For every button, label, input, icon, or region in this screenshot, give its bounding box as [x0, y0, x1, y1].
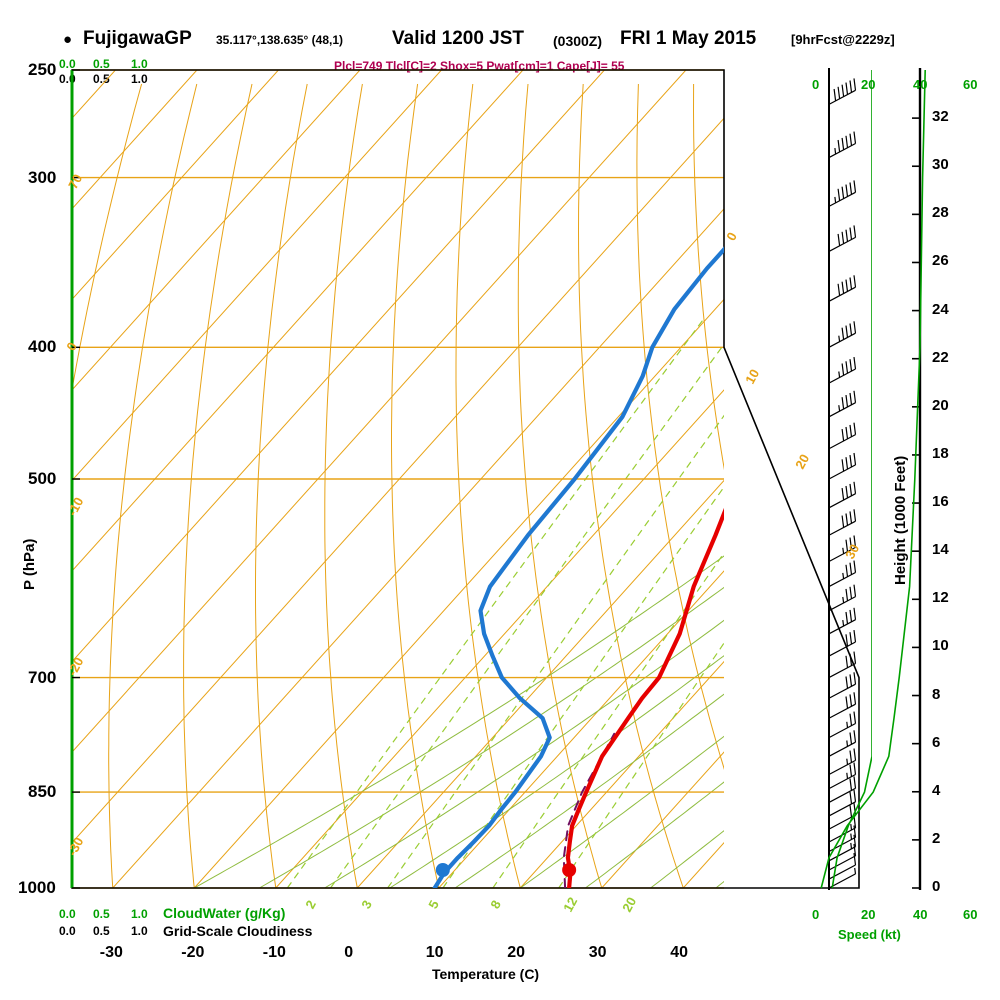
speed-bottom-tick-0: 0	[812, 907, 820, 922]
temperature-tick-20: 20	[507, 944, 526, 961]
cloudwater-top-tick-0: 0.0	[59, 57, 76, 71]
height-tick-18: 18	[932, 444, 949, 462]
speed-axis-label: Speed (kt)	[838, 927, 901, 942]
temperature-tick-10: 10	[425, 944, 444, 961]
pressure-tick-700: 700	[28, 667, 57, 687]
height-tick-12: 12	[932, 589, 949, 607]
temperature-tick-30: 30	[588, 944, 607, 961]
height-tick-20: 20	[932, 396, 949, 414]
speed-bottom-tick-2: 40	[913, 907, 928, 922]
height-tick-6: 6	[932, 733, 941, 751]
speed-top-tick-2: 40	[913, 77, 928, 92]
pressure-tick-850: 850	[28, 782, 57, 802]
height-tick-26: 26	[932, 252, 949, 270]
cloudwater-top-tick-2: 1.0	[131, 57, 148, 71]
temperature-tick--20: -20	[181, 944, 205, 961]
cloudwater-bottom-tick-0: 0.0	[59, 907, 76, 921]
speed-top-tick-1: 20	[861, 77, 876, 92]
cloudwater-bottom-tick-2: 1.0	[131, 907, 148, 921]
cloudiness-top-tick-1: 0.5	[93, 72, 110, 86]
cloudiness-bottom-tick-1: 0.5	[93, 924, 110, 938]
cloudwater-axis-label: CloudWater (g/Kg)	[163, 905, 286, 921]
cloudiness-axis-label: Grid-Scale Cloudiness	[163, 923, 313, 939]
generated-graphics	[70, 68, 926, 890]
speed-bottom-tick-3: 60	[963, 907, 978, 922]
valid-time-utc: (0300Z)	[553, 33, 603, 49]
station-coordinates: 35.117°,138.635° (48,1)	[216, 33, 344, 47]
height-tick-8: 8	[932, 685, 941, 703]
height-tick-4: 4	[932, 781, 941, 799]
temperature-tick-40: 40	[670, 944, 689, 961]
height-tick-24: 24	[932, 300, 949, 318]
cloudiness-bottom-tick-0: 0.0	[59, 924, 76, 938]
surface-dewpoint	[435, 863, 450, 877]
height-axis-label: Height (1000 Feet)	[892, 455, 909, 585]
speed-top-tick-0: 0	[812, 77, 820, 92]
pressure-tick-300: 300	[28, 167, 57, 187]
height-tick-32: 32	[932, 108, 949, 126]
cloudiness-bottom-tick-2: 1.0	[131, 924, 148, 938]
cloudwater-bottom-tick-1: 0.5	[93, 907, 110, 921]
pressure-tick-250: 250	[28, 60, 57, 79]
cloudiness-top-tick-2: 1.0	[131, 72, 148, 86]
speed-bottom-tick-1: 20	[861, 907, 876, 922]
height-tick-28: 28	[932, 204, 949, 222]
height-tick-0: 0	[932, 878, 941, 895]
forecast-label: [9hrFcst@2229z]	[791, 32, 895, 47]
pressure-tick-1000: 1000	[18, 878, 56, 897]
cloudwater-top-tick-1: 0.5	[93, 57, 110, 71]
pressure-axis-label: P (hPa)	[21, 538, 38, 590]
valid-date: FRI 1 May 2015	[620, 28, 757, 49]
height-tick-14: 14	[932, 541, 949, 559]
surface-temperature	[562, 863, 577, 877]
temperature-tick--30: -30	[99, 944, 123, 961]
pressure-tick-400: 400	[28, 337, 57, 357]
speed-top-tick-3: 60	[963, 77, 978, 92]
temperature-tick-0: 0	[344, 944, 354, 961]
height-tick-30: 30	[932, 156, 949, 174]
pressure-tick-500: 500	[28, 469, 57, 488]
valid-time: Valid 1200 JST	[392, 28, 525, 49]
station-name: FujigawaGP	[83, 28, 192, 49]
station-marker-icon: ●	[63, 31, 73, 48]
temperature-tick--10: -10	[262, 944, 286, 961]
stability-indices: Plcl=749 Tlcl[C]=2 Shox=5 Pwat[cm]=1 Cap…	[334, 59, 625, 73]
height-tick-22: 22	[932, 348, 949, 366]
temperature-axis-label: Temperature (C)	[432, 966, 540, 982]
height-tick-2: 2	[932, 829, 941, 847]
height-tick-10: 10	[932, 637, 949, 655]
height-tick-16: 16	[932, 493, 949, 511]
